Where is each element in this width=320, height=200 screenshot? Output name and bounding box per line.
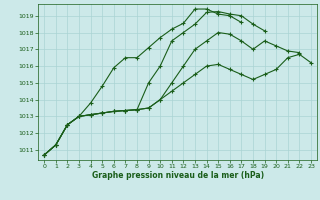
X-axis label: Graphe pression niveau de la mer (hPa): Graphe pression niveau de la mer (hPa): [92, 171, 264, 180]
